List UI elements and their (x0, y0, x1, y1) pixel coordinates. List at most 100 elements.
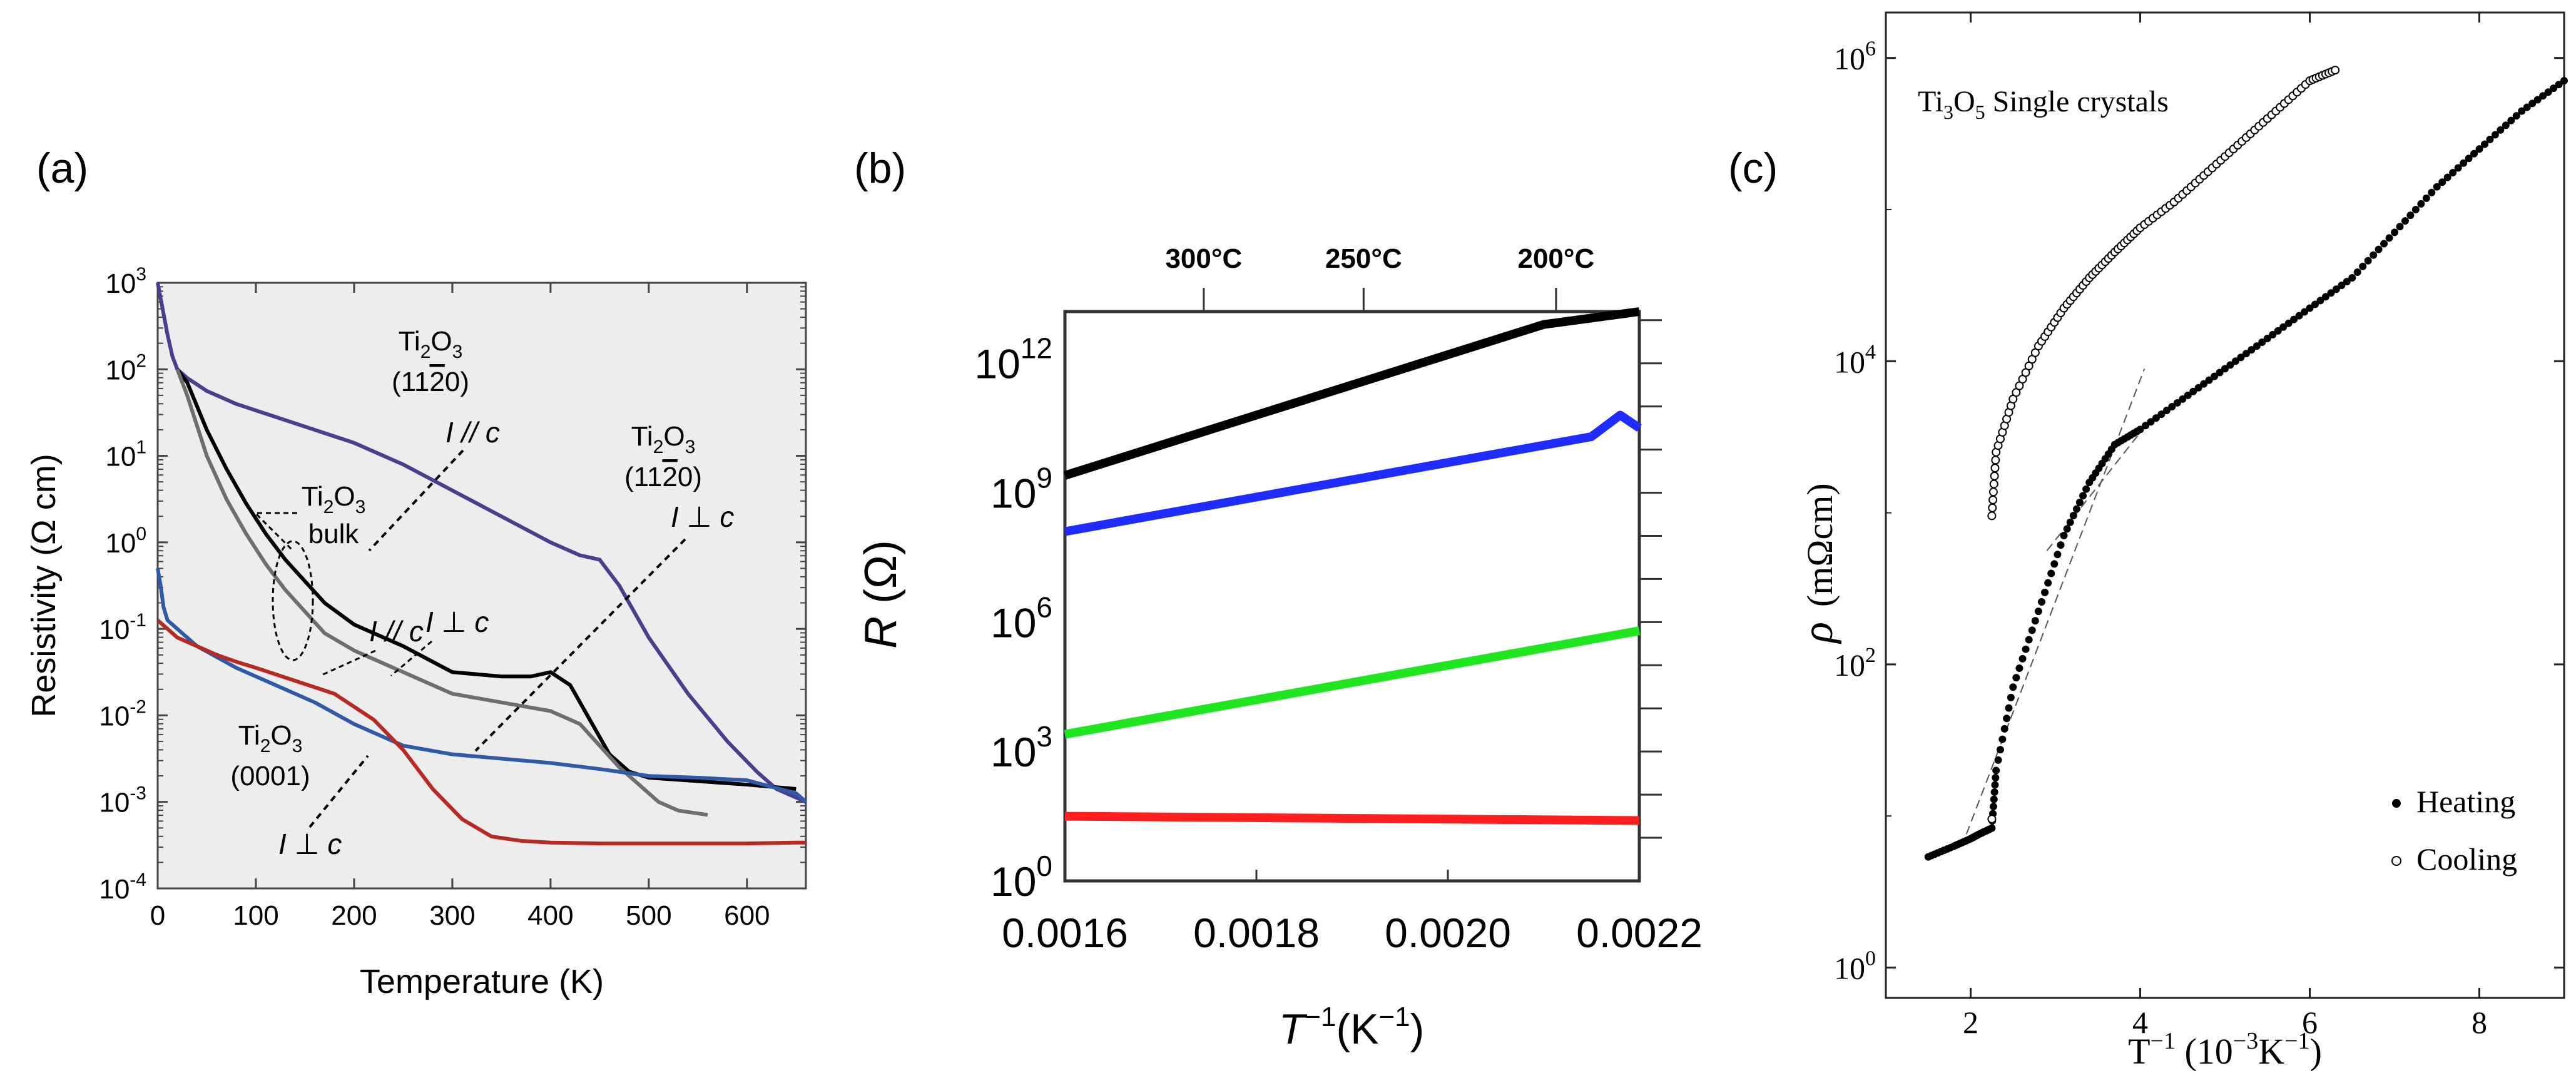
c-data-point (2205, 376, 2213, 384)
c-data-point (2015, 664, 2024, 672)
c-data-point (1988, 824, 1996, 832)
c-data-point (2311, 300, 2319, 308)
c-data-point (2528, 99, 2537, 108)
c-data-point (2316, 297, 2324, 305)
annotation-purple: Ti2O3 (1120) I // c (368, 326, 500, 552)
c-data-point (2044, 579, 2052, 587)
c-data-point (2290, 315, 2298, 323)
svg-text:(0001): (0001) (230, 761, 310, 791)
black-direction: I // c (369, 615, 424, 648)
c-data-point (2253, 342, 2261, 350)
c-data-point (2231, 357, 2239, 365)
a-y-tick-label: 10-2 (99, 696, 146, 731)
c-data-point (2555, 81, 2563, 89)
c-data-point (2497, 126, 2505, 134)
c-data-point (2438, 178, 2446, 186)
panel-b: (b) 100 103 106 109 1012 0.0016 0.0018 0.0020 0… (854, 145, 1703, 1053)
b-top-tick-label: 200°C (1517, 243, 1594, 274)
c-data-point (2417, 200, 2425, 208)
gray-direction: I ⊥ c (425, 606, 489, 638)
panel-a-plot-frame (156, 282, 807, 890)
c-data-point (2069, 512, 2077, 520)
c-data-point (2284, 319, 2293, 327)
c-data-point (2168, 403, 2176, 410)
c-data-point (2433, 183, 2441, 191)
annotation-red: Ti2O3 (0001) I ⊥ c (230, 720, 369, 860)
c-data-point (2348, 274, 2356, 282)
c-data-point (1990, 471, 1999, 480)
panel-a-x-axis-label: Temperature (K) (360, 963, 604, 1000)
purple-plane-end: 0) (445, 367, 469, 397)
c-data-point (2331, 66, 2340, 75)
svg-text:Ti2O3: Ti2O3 (302, 481, 366, 517)
c-data-point (2162, 407, 2171, 415)
b-series-line (1064, 626, 1641, 739)
purple-direction: I // c (445, 416, 500, 449)
c-data-point (2079, 492, 2087, 500)
b-x-tick-label: 0.0018 (1193, 910, 1320, 956)
a-x-tick-label: 300 (429, 900, 475, 931)
panel-b-label: (b) (854, 145, 906, 192)
panel-a: (a) 0 100 200 300 400 500 600 10-4 10-3 10-2 10-1… (25, 145, 807, 1000)
c-legend-marker (2392, 799, 2401, 808)
b-y-tick-label: 106 (990, 591, 1052, 646)
c-data-point (2385, 234, 2393, 242)
c-data-point (2136, 425, 2144, 434)
c-data-point (2012, 674, 2020, 682)
c-x-tick-label: 8 (2472, 1005, 2487, 1040)
a-y-tick-label: 102 (105, 350, 146, 385)
purple-o: O (430, 326, 452, 357)
purple-plane-bar: 2 (429, 367, 444, 397)
b-y-tick-label: 109 (990, 462, 1052, 517)
c-data-point (2428, 188, 2436, 196)
c-data-point (2005, 704, 2013, 712)
c-data-point (2054, 551, 2062, 559)
c-data-point (2486, 135, 2494, 143)
svg-text:(1120): (1120) (624, 462, 702, 492)
c-y-tick-label: 106 (1834, 38, 1876, 76)
c-y-tick-label: 102 (1834, 644, 1876, 683)
c-data-point (2184, 391, 2192, 399)
c-data-point (2449, 168, 2457, 176)
c-data-point (2211, 372, 2219, 380)
c-data-point (2338, 282, 2346, 290)
c-data-point (2152, 414, 2160, 422)
a-y-tick-label: 10-1 (99, 610, 146, 645)
c-data-point (2258, 338, 2266, 347)
c-data-point (2242, 350, 2250, 358)
c-data-point (2523, 103, 2531, 111)
b-series-line (1064, 811, 1640, 825)
c-data-point (2364, 257, 2372, 265)
c-data-point (1990, 788, 1998, 796)
b-top-tick-label: 250°C (1325, 243, 1402, 274)
a-y-tick-label: 100 (105, 524, 146, 559)
a-x-tick-label: 100 (233, 900, 278, 931)
c-data-point (2237, 353, 2245, 362)
c-data-point (2359, 262, 2367, 270)
c-data-point (1991, 455, 2000, 465)
svg-text:bulk: bulk (308, 519, 360, 549)
c-data-point (2060, 531, 2068, 539)
c-data-point (1990, 795, 1998, 803)
panel-c-y-axis-label: ρ(mΩcm) (1794, 483, 1842, 644)
b-top-tick-label: 300°C (1165, 243, 1242, 274)
c-data-point (2375, 245, 2383, 253)
c-data-point (1991, 781, 1999, 789)
c-data-point (2248, 346, 2256, 354)
c-data-point (2216, 369, 2224, 377)
c-data-point (1989, 479, 1998, 489)
c-data-point (2063, 525, 2071, 533)
b-y-tick-label: 100 (990, 850, 1052, 905)
c-data-point (2370, 251, 2378, 259)
a-x-tick-label: 0 (150, 900, 165, 931)
c-data-point (1998, 735, 2007, 743)
c-data-point (2544, 88, 2552, 96)
c-data-point (2025, 636, 2033, 644)
c-data-point (2147, 418, 2155, 426)
a-y-tick-label: 10-4 (99, 870, 146, 905)
panel-c-x-axis-label: T−1 (10−3K−1) (2128, 1028, 2322, 1072)
purple-sub2: 2 (420, 342, 431, 362)
panel-c: (c) Ti3O5 Single crystals 100 102 104 106 2… (1728, 11, 2568, 1072)
c-data-point (1987, 815, 1997, 824)
